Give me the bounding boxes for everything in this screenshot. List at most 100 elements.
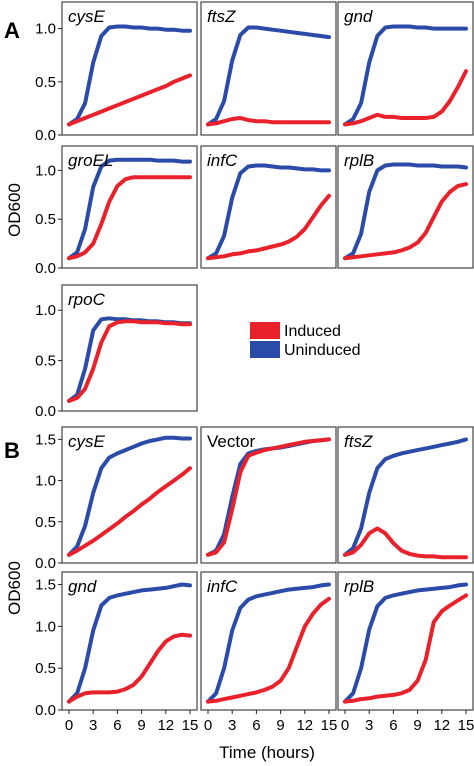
panel-a-rpoc: 0.0 0.5 1.0 rpoC <box>35 284 198 420</box>
legend: Induced Uninduced <box>250 322 361 359</box>
panel-b-gnd-uninduced-line <box>67 582 192 704</box>
panel-b-rplb: 0 3 6 9 12 15 rplB <box>337 571 474 734</box>
panel-a-groel-ytick-label: 0.0 <box>35 260 56 277</box>
panel-b-gnd: 0.0 0.5 1.0 1.5 0 3 6 9 12 15 gnd <box>35 571 199 734</box>
panel-a-infc-induced-line <box>206 193 331 261</box>
panel-a-infc: infC <box>200 145 337 269</box>
panel-a-ftsz-label: ftsZ <box>207 7 236 26</box>
panel-a-rplb-label: rplB <box>344 151 374 170</box>
panel-a-groel: 0.0 0.5 1.0 groEL <box>35 145 198 277</box>
panel-a-ftsz-uninduced-line <box>206 25 331 127</box>
panel-a-cyse: 0.0 0.5 1.0 cysE <box>35 1 198 144</box>
panel-b-ftsz: ftsZ <box>337 426 474 564</box>
panel-b-rplb-induced-line <box>343 593 468 704</box>
panel-b-ftsz-label: ftsZ <box>344 432 373 451</box>
section-a-y-axis-title: OD600 <box>5 183 24 237</box>
panel-b-infc-uninduced-line <box>206 582 331 704</box>
panel-a-cyse-ytick-label: 1.0 <box>35 21 56 38</box>
panel-b-gnd-xtick-label: 6 <box>113 717 121 734</box>
panel-b-gnd-induced-line <box>67 632 192 704</box>
panel-a-gnd: gnd <box>337 1 474 136</box>
panel-b-rplb-uninduced-line <box>343 582 468 704</box>
panel-b-ftsz-induced-line <box>343 526 468 560</box>
panel-a-rplb-induced-line <box>343 182 468 261</box>
panel-a-cyse-label: cysE <box>68 7 106 26</box>
legend-label-induced: Induced <box>284 323 341 340</box>
panel-a-cyse-ytick-label: 0.0 <box>35 127 56 144</box>
panel-a-rpoc-ytick-label: 1.0 <box>35 302 56 319</box>
panel-a-groel-ytick-label: 1.0 <box>35 162 56 179</box>
panel-a-gnd-induced-line <box>343 69 468 127</box>
panel-b-cyse: 0.0 0.5 1.0 1.5 cysE <box>35 426 198 572</box>
panel-a-rplb: rplB <box>337 145 474 269</box>
panel-b-rplb-xtick-label: 9 <box>413 717 421 734</box>
panel-a-gnd-label: gnd <box>344 7 373 26</box>
panel-a-cyse-ytick-label: 0.5 <box>35 74 56 91</box>
panel-a-infc-label: infC <box>207 151 238 170</box>
section-b-y-axis-title: OD600 <box>5 561 24 615</box>
panel-b-rplb-xtick-label: 15 <box>458 717 474 734</box>
panel-b-gnd-xtick-label: 0 <box>65 717 73 734</box>
panels-root: 0.0 0.5 1.0 cysE ftsZ gnd 0.0 0.5 1.0 groEL infC rp… <box>35 1 474 734</box>
panel-a-rpoc-ytick-label: 0.5 <box>35 353 56 370</box>
panel-a-ftsz: ftsZ <box>200 1 337 136</box>
panel-a-groel-uninduced-line <box>67 157 192 261</box>
panel-a-gnd-frame <box>337 1 474 136</box>
panel-b-infc-xtick-label: 9 <box>276 717 284 734</box>
panel-a-cyse-uninduced-line <box>67 24 192 127</box>
panel-b-infc-induced-line <box>206 596 331 704</box>
legend-label-uninduced: Uninduced <box>284 342 361 359</box>
legend-swatch-induced <box>250 322 280 339</box>
panel-b-rplb-xtick-label: 6 <box>389 717 397 734</box>
panel-b-cyse-label: cysE <box>68 432 106 451</box>
section-a-letter: A <box>4 18 20 43</box>
panel-b-rplb-xtick-label: 12 <box>433 717 450 734</box>
panel-a-gnd-uninduced-line <box>343 24 468 127</box>
panel-a-groel-induced-line <box>67 175 192 261</box>
panel-b-cyse-uninduced-line <box>67 435 192 557</box>
panel-b-gnd-ytick-label: 1.0 <box>35 618 56 635</box>
panel-b-vector-induced-line <box>206 437 331 557</box>
panel-a-cyse-induced-line <box>67 73 192 127</box>
panel-a-rpoc-label: rpoC <box>68 290 106 309</box>
panel-b-infc-xtick-label: 12 <box>296 717 313 734</box>
panel-a-cyse-frame <box>61 1 198 136</box>
panel-b-infc-xtick-label: 3 <box>228 717 236 734</box>
x-axis-title: Time (hours) <box>219 743 315 762</box>
panel-b-gnd-xtick-label: 12 <box>157 717 174 734</box>
panel-b-infc-label: infC <box>207 577 238 596</box>
panel-b-vector-label: Vector <box>207 432 256 451</box>
panel-b-ftsz-uninduced-line <box>343 437 468 557</box>
panel-b-infc: 0 3 6 9 12 15 infC <box>200 571 338 734</box>
panel-b-infc-xtick-label: 0 <box>204 717 212 734</box>
panel-b-rplb-label: rplB <box>344 577 374 596</box>
panel-b-rplb-xtick-label: 3 <box>365 717 373 734</box>
panel-a-infc-uninduced-line <box>206 163 331 261</box>
panel-b-infc-xtick-label: 6 <box>252 717 260 734</box>
panel-b-infc-xtick-label: 15 <box>321 717 338 734</box>
panel-b-rplb-xtick-label: 0 <box>341 717 349 734</box>
panel-a-groel-frame <box>61 145 198 269</box>
panel-a-groel-label: groEL <box>68 151 113 170</box>
panel-b-rplb-frame <box>337 571 474 711</box>
panel-b-cyse-ytick-label: 0.5 <box>35 514 56 531</box>
panel-b-cyse-ytick-label: 1.0 <box>35 473 56 490</box>
panel-b-gnd-ytick-label: 1.5 <box>35 577 56 594</box>
panel-a-ftsz-frame <box>200 1 337 136</box>
section-b-letter: B <box>4 438 20 463</box>
panel-b-cyse-ytick-label: 0.0 <box>35 555 56 572</box>
panel-a-ftsz-induced-line <box>206 116 331 127</box>
panel-b-gnd-label: gnd <box>68 577 97 596</box>
panel-b-gnd-xtick-label: 9 <box>137 717 145 734</box>
panel-a-rplb-uninduced-line <box>343 162 468 261</box>
panel-b-gnd-ytick-label: 0.0 <box>35 702 56 719</box>
panel-b-cyse-ytick-label: 1.5 <box>35 431 56 448</box>
panel-b-gnd-xtick-label: 15 <box>182 717 199 734</box>
panel-b-gnd-xtick-label: 3 <box>89 717 97 734</box>
panel-b-ftsz-frame <box>337 426 474 564</box>
legend-swatch-uninduced <box>250 341 280 358</box>
panel-a-rpoc-induced-line <box>67 319 192 403</box>
panel-b-gnd-ytick-label: 0.5 <box>35 660 56 677</box>
panel-b-cyse-induced-line <box>67 466 192 557</box>
